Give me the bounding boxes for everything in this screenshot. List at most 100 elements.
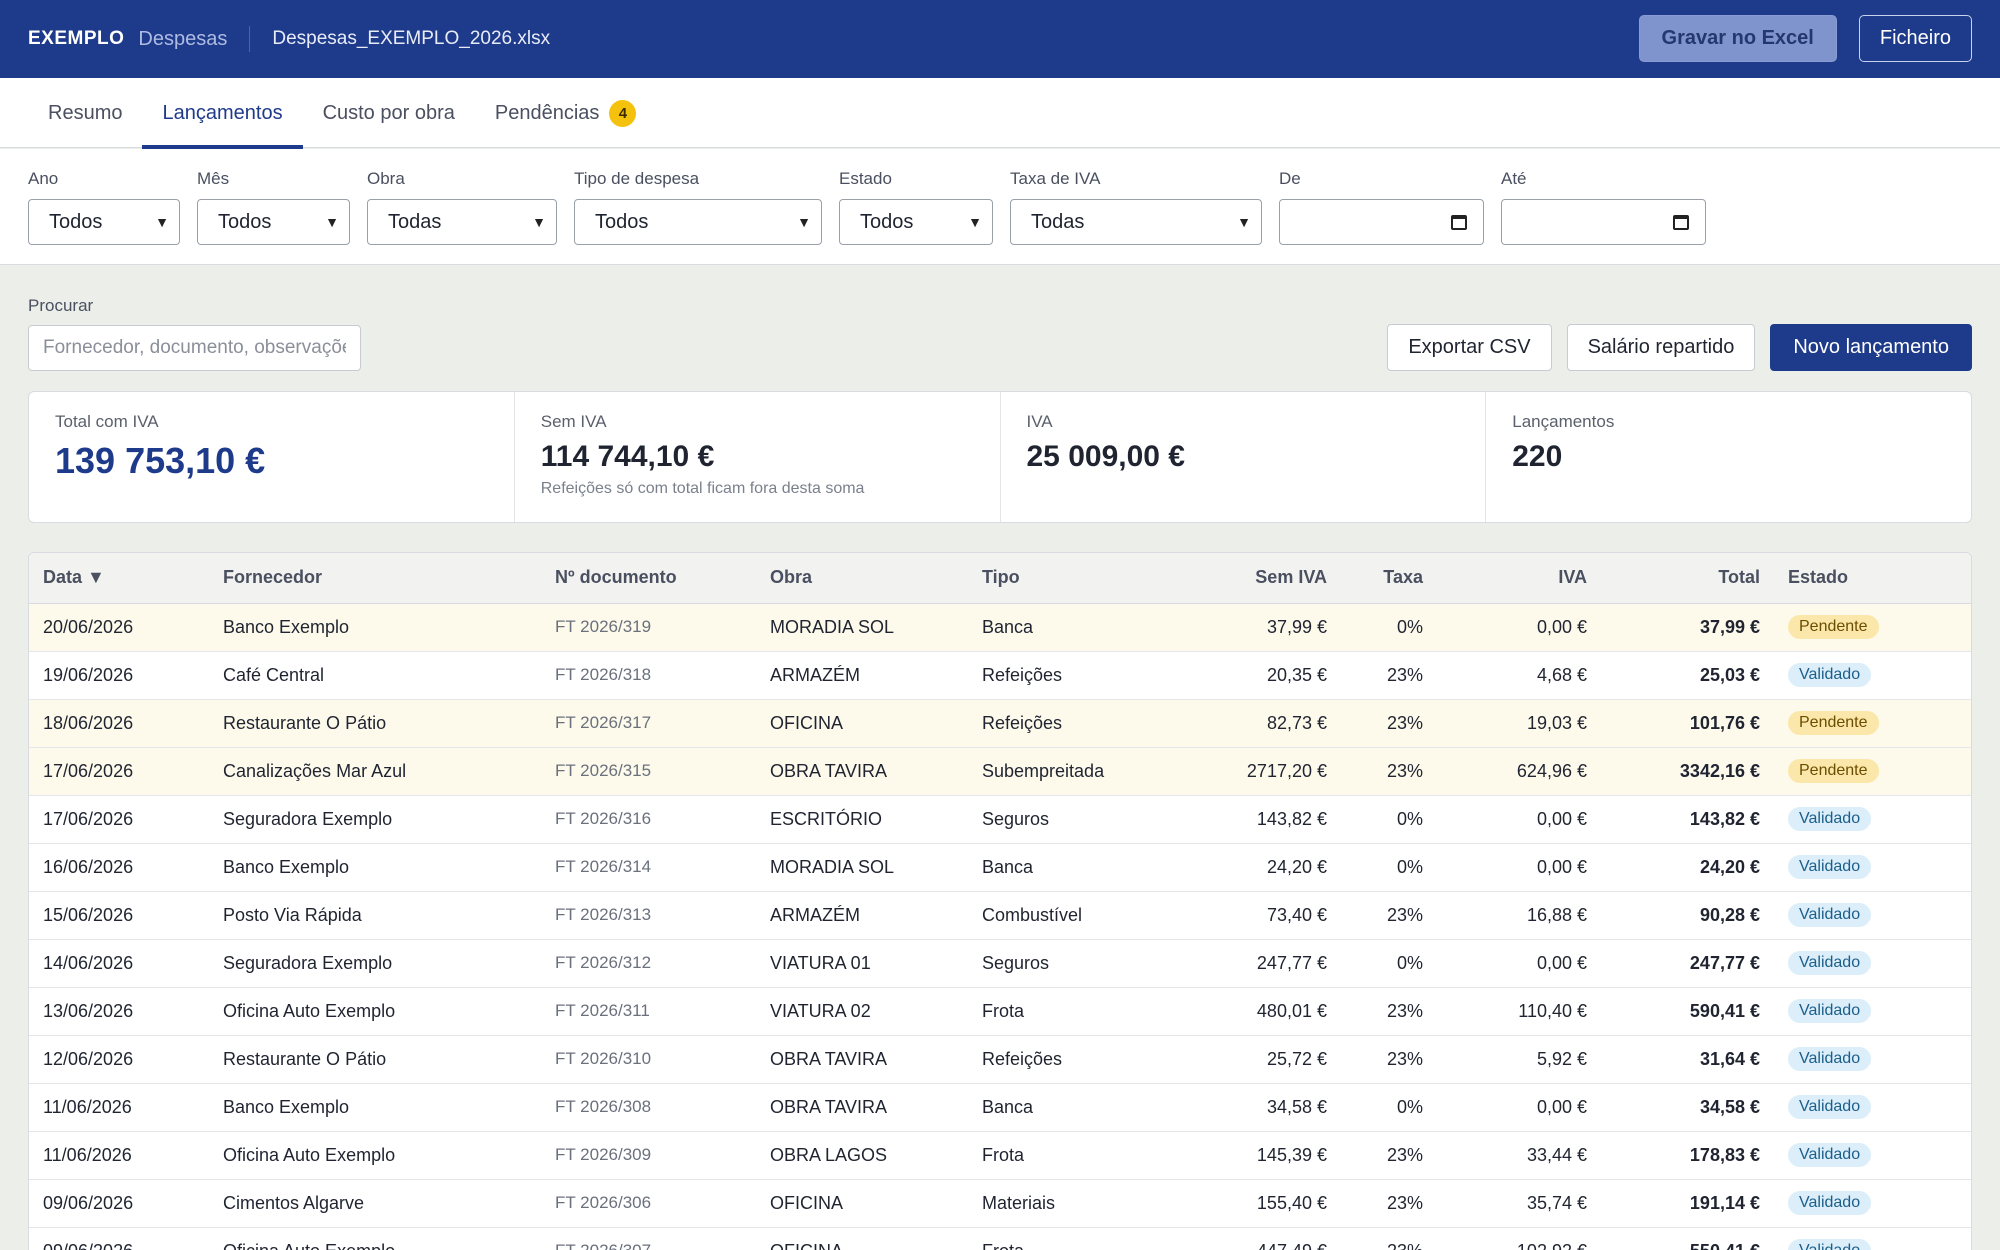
status-badge: Pendente [1788, 711, 1879, 735]
file-button[interactable]: Ficheiro [1858, 15, 1972, 62]
cell-total: 590,41 € [1601, 987, 1774, 1036]
cell-rate: 23% [1341, 1035, 1437, 1084]
cell-date: 09/06/2026 [29, 1179, 209, 1228]
cell-without-vat: 24,20 € [1173, 843, 1341, 892]
vat-rate-select[interactable]: Todas ▼ [1010, 199, 1262, 245]
cell-without-vat: 34,58 € [1173, 1083, 1341, 1132]
table-row[interactable]: 17/06/2026 Seguradora Exemplo FT 2026/316 E… [29, 795, 1971, 844]
month-select[interactable]: Todos ▼ [197, 199, 350, 245]
cell-without-vat: 2717,20 € [1173, 747, 1341, 796]
table-row[interactable]: 20/06/2026 Banco Exemplo FT 2026/319 MORADI… [29, 603, 1971, 652]
cell-supplier: Oficina Auto Exemplo [209, 1227, 541, 1250]
cell-vat: 33,44 € [1437, 1131, 1601, 1180]
cell-rate: 23% [1341, 699, 1437, 748]
cell-vat: 0,00 € [1437, 1083, 1601, 1132]
cell-date: 11/06/2026 [29, 1083, 209, 1132]
chevron-down-icon: ▼ [325, 214, 339, 230]
column-header-without-vat[interactable]: Sem IVA [1173, 553, 1341, 604]
column-header-type[interactable]: Tipo [968, 553, 1173, 604]
project-select[interactable]: Todas ▼ [367, 199, 557, 245]
column-header-rate[interactable]: Taxa [1341, 553, 1437, 604]
cell-project: OFICINA [756, 1179, 968, 1228]
table-row[interactable]: 19/06/2026 Café Central FT 2026/318 ARMAZÉM… [29, 651, 1971, 700]
column-header-document[interactable]: Nº documento [541, 553, 756, 604]
cell-date: 17/06/2026 [29, 747, 209, 796]
year-select[interactable]: Todos ▼ [28, 199, 180, 245]
cell-rate: 23% [1341, 1227, 1437, 1250]
cell-total: 31,64 € [1601, 1035, 1774, 1084]
table-row[interactable]: 17/06/2026 Canalizações Mar Azul FT 2026/3… [29, 747, 1971, 796]
column-header-vat[interactable]: IVA [1437, 553, 1601, 604]
cell-project: VIATURA 01 [756, 939, 968, 988]
chevron-down-icon: ▼ [797, 214, 811, 230]
column-header-total[interactable]: Total [1601, 553, 1774, 604]
export-csv-button[interactable]: Exportar CSV [1387, 324, 1552, 371]
cell-date: 09/06/2026 [29, 1227, 209, 1250]
cell-vat: 35,74 € [1437, 1179, 1601, 1228]
search-label: Procurar [28, 296, 94, 315]
new-entry-button[interactable]: Novo lançamento [1770, 324, 1972, 371]
cell-supplier: Canalizações Mar Azul [209, 747, 541, 796]
filter-label: Ano [28, 169, 59, 188]
cell-without-vat: 82,73 € [1173, 699, 1341, 748]
column-header-status[interactable]: Estado [1774, 553, 1971, 604]
table-row[interactable]: 16/06/2026 Banco Exemplo FT 2026/314 MORADI… [29, 843, 1971, 892]
table-row[interactable]: 12/06/2026 Restaurante O Pátio FT 2026/310… [29, 1035, 1971, 1084]
column-header-date[interactable]: Data ▼ [29, 553, 209, 604]
status-badge: Validado [1788, 855, 1872, 879]
cell-status: Pendente [1774, 747, 1971, 796]
vat-value: 25 009,00 € [1026, 440, 1185, 473]
cell-without-vat: 247,77 € [1173, 939, 1341, 988]
cell-total: 34,58 € [1601, 1083, 1774, 1132]
tab-custo-por-obra[interactable]: Custo por obra [303, 78, 475, 148]
status-badge: Validado [1788, 1143, 1872, 1167]
cell-vat: 0,00 € [1437, 843, 1601, 892]
cell-document: FT 2026/308 [541, 1083, 756, 1132]
cell-status: Pendente [1774, 699, 1971, 748]
tab-resumo[interactable]: Resumo [28, 78, 142, 148]
brand-subtitle: Despesas [138, 27, 228, 50]
tab-pendencias[interactable]: Pendências 4 [475, 78, 657, 148]
cell-total: 178,83 € [1601, 1131, 1774, 1180]
status-select[interactable]: Todos ▼ [839, 199, 993, 245]
cell-project: VIATURA 02 [756, 987, 968, 1036]
search-input[interactable] [28, 325, 361, 371]
table-row[interactable]: 11/06/2026 Banco Exemplo FT 2026/308 OBRA T… [29, 1083, 1971, 1132]
tab-bar: Resumo Lançamentos Custo por obra Pendên… [0, 78, 2000, 149]
table-row[interactable]: 13/06/2026 Oficina Auto Exemplo FT 2026/31… [29, 987, 1971, 1036]
column-header-supplier[interactable]: Fornecedor [209, 553, 541, 604]
date-to-input[interactable] [1501, 199, 1706, 245]
cell-vat: 0,00 € [1437, 603, 1601, 652]
tab-lancamentos[interactable]: Lançamentos [142, 78, 303, 149]
table-header-row: Data ▼ Fornecedor Nº documento Obra Tipo… [29, 553, 1971, 604]
total-with-vat-card: Total com IVA 139 753,10 € [29, 392, 515, 522]
calendar-icon[interactable] [1673, 214, 1689, 230]
cell-supplier: Café Central [209, 651, 541, 700]
card-label: Total com IVA [55, 412, 159, 431]
cell-project: OBRA TAVIRA [756, 747, 968, 796]
save-excel-button[interactable]: Gravar no Excel [1638, 15, 1837, 62]
cell-total: 90,28 € [1601, 891, 1774, 940]
status-badge: Validado [1788, 951, 1872, 975]
table-row[interactable]: 18/06/2026 Restaurante O Pátio FT 2026/317… [29, 699, 1971, 748]
table-row[interactable]: 14/06/2026 Seguradora Exemplo FT 2026/312 V… [29, 939, 1971, 988]
top-bar: EXEMPLO Despesas Despesas_EXEMPLO_2026.x… [0, 0, 2000, 78]
total-without-vat-card: Sem IVA 114 744,10 € Refeições só com to… [515, 392, 1001, 522]
cell-rate: 23% [1341, 1131, 1437, 1180]
table-row[interactable]: 11/06/2026 Oficina Auto Exemplo FT 2026/30… [29, 1131, 1971, 1180]
expense-type-select[interactable]: Todos ▼ [574, 199, 822, 245]
cell-document: FT 2026/309 [541, 1131, 756, 1180]
entries-table: Data ▼ Fornecedor Nº documento Obra Tipo… [28, 552, 1972, 1250]
date-from-input[interactable] [1279, 199, 1484, 245]
table-row[interactable]: 15/06/2026 Posto Via Rápida FT 2026/313 ARM… [29, 891, 1971, 940]
cell-type: Refeições [968, 651, 1173, 700]
table-row[interactable]: 09/06/2026 Cimentos Algarve FT 2026/306 OFI… [29, 1179, 1971, 1228]
cell-project: MORADIA SOL [756, 603, 968, 652]
cell-type: Refeições [968, 1035, 1173, 1084]
column-header-project[interactable]: Obra [756, 553, 968, 604]
cell-date: 14/06/2026 [29, 939, 209, 988]
card-label: Lançamentos [1512, 412, 1615, 431]
calendar-icon[interactable] [1451, 214, 1467, 230]
split-salary-button[interactable]: Salário repartido [1566, 324, 1756, 371]
